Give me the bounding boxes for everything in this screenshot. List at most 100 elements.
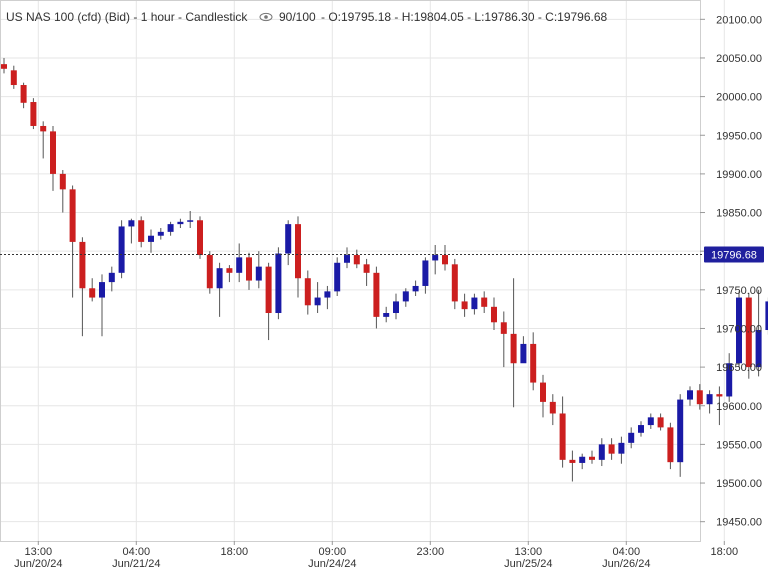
y-tick-label: 19900.00: [716, 169, 762, 181]
candle[interactable]: [206, 251, 213, 294]
candle[interactable]: [246, 252, 252, 290]
candle-body-up: [598, 444, 605, 460]
candle[interactable]: [324, 285, 331, 310]
candle[interactable]: [138, 216, 145, 248]
candle-body-down: [10, 70, 17, 86]
candles-layer[interactable]: [1, 57, 768, 482]
candle[interactable]: [687, 386, 693, 406]
candle[interactable]: [59, 170, 66, 213]
candle[interactable]: [265, 262, 272, 341]
candle-body-up: [647, 417, 654, 426]
candle[interactable]: [540, 374, 546, 418]
candle[interactable]: [197, 216, 203, 259]
candle-body-up: [579, 456, 586, 463]
candle[interactable]: [510, 278, 517, 408]
candle[interactable]: [69, 185, 76, 298]
candle[interactable]: [383, 306, 390, 323]
candle[interactable]: [108, 266, 115, 292]
candle[interactable]: [716, 386, 723, 426]
candle[interactable]: [314, 282, 321, 314]
candle[interactable]: [255, 251, 262, 289]
candle[interactable]: [422, 257, 429, 294]
candle[interactable]: [530, 332, 537, 391]
candle[interactable]: [481, 291, 488, 314]
candle[interactable]: [236, 243, 243, 283]
candle-body-down: [657, 417, 664, 428]
candle-body-down: [69, 189, 76, 242]
candle[interactable]: [589, 450, 595, 464]
candle[interactable]: [393, 293, 399, 320]
candle-body-up: [108, 272, 115, 283]
candle-body-up: [118, 226, 125, 273]
candle[interactable]: [745, 292, 752, 379]
candle[interactable]: [50, 125, 56, 191]
candle[interactable]: [344, 247, 350, 269]
candle[interactable]: [755, 289, 762, 377]
candle[interactable]: [99, 274, 105, 337]
candle[interactable]: [285, 220, 292, 266]
candle-body-up: [334, 262, 341, 292]
candle[interactable]: [177, 218, 184, 228]
candle[interactable]: [157, 227, 164, 240]
candle[interactable]: [667, 422, 674, 470]
chart-title: US NAS 100 (cfd) (Bid) - 1 hour - Candle…: [6, 10, 248, 24]
candle[interactable]: [216, 262, 223, 317]
candle[interactable]: [618, 436, 625, 464]
candle[interactable]: [40, 121, 47, 159]
candle[interactable]: [30, 98, 37, 130]
candle[interactable]: [500, 311, 507, 368]
candle[interactable]: [608, 438, 615, 460]
candle[interactable]: [334, 257, 341, 297]
candle[interactable]: [1, 57, 7, 74]
candle[interactable]: [432, 244, 439, 275]
candle-body-down: [510, 333, 517, 364]
candle[interactable]: [579, 453, 586, 470]
candle-body-up: [687, 390, 693, 400]
candle-body-down: [745, 297, 752, 368]
candle[interactable]: [89, 278, 96, 302]
candle[interactable]: [118, 220, 125, 279]
candle-body-up: [216, 268, 223, 289]
candle[interactable]: [304, 270, 311, 315]
bars-count: 90/100: [279, 10, 316, 24]
candle[interactable]: [148, 229, 154, 253]
candle[interactable]: [373, 266, 380, 329]
candle[interactable]: [471, 293, 478, 315]
candle[interactable]: [167, 221, 174, 236]
candle[interactable]: [128, 218, 135, 244]
candle[interactable]: [461, 293, 468, 317]
candle[interactable]: [647, 413, 654, 429]
candle[interactable]: [20, 82, 27, 109]
candle[interactable]: [677, 394, 684, 477]
candle[interactable]: [657, 413, 664, 431]
candle[interactable]: [726, 353, 733, 402]
candle[interactable]: [79, 237, 86, 337]
candle[interactable]: [412, 280, 419, 297]
candle[interactable]: [520, 336, 527, 364]
candle[interactable]: [187, 210, 194, 228]
candle[interactable]: [736, 291, 742, 368]
candle[interactable]: [765, 297, 768, 335]
candle[interactable]: [402, 288, 409, 307]
candle[interactable]: [491, 297, 497, 331]
candle[interactable]: [442, 244, 448, 271]
y-tick-label: 19500.00: [716, 478, 762, 490]
candle[interactable]: [549, 394, 556, 426]
candle[interactable]: [559, 396, 566, 468]
candle[interactable]: [569, 450, 576, 482]
candle[interactable]: [275, 247, 282, 320]
candle[interactable]: [10, 65, 17, 89]
eye-icon[interactable]: [259, 12, 273, 22]
candle[interactable]: [598, 438, 605, 467]
candle[interactable]: [628, 427, 635, 449]
candle[interactable]: [638, 421, 644, 437]
candle[interactable]: [226, 265, 233, 283]
candle[interactable]: [295, 216, 301, 298]
candle-body-up: [706, 394, 713, 405]
candle[interactable]: [451, 258, 458, 310]
x-tick-time: 13:00: [515, 546, 543, 558]
candle[interactable]: [696, 384, 703, 410]
candle[interactable]: [363, 258, 370, 286]
candle[interactable]: [706, 390, 713, 414]
candle[interactable]: [353, 249, 360, 269]
